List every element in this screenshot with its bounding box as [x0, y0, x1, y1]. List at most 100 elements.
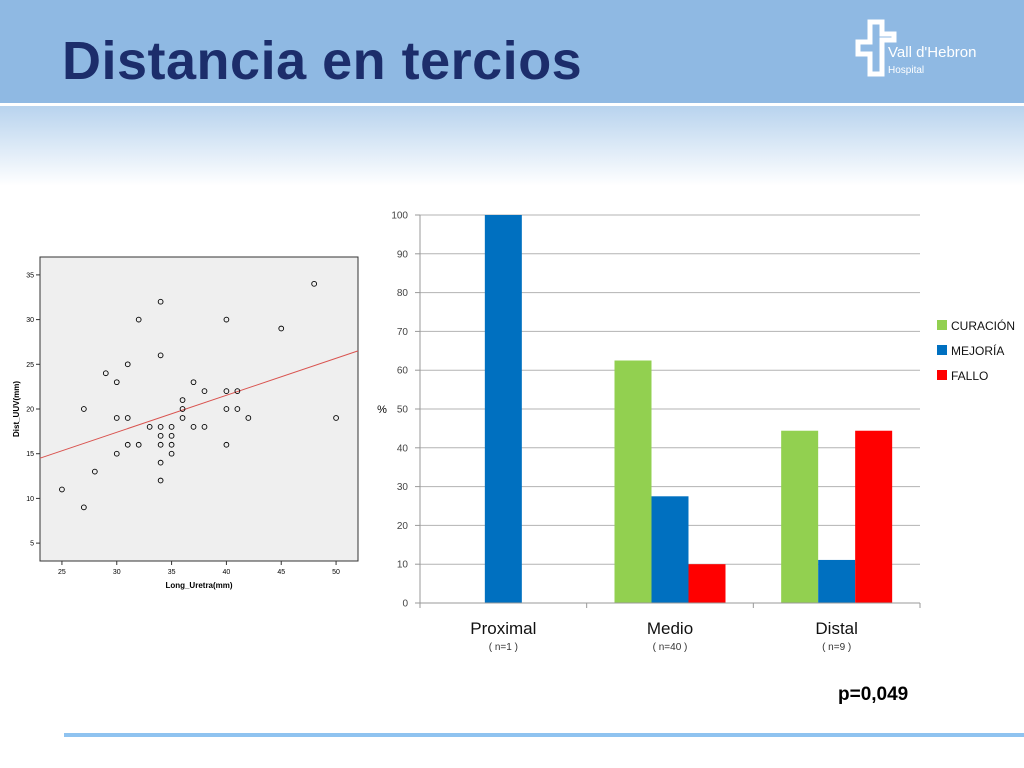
scatter-point [113, 415, 120, 421]
bar-category-label: Distal [815, 619, 858, 638]
scatter-point [223, 406, 230, 412]
slide-title: Distancia en tercios [62, 31, 583, 91]
header-gradient [0, 106, 1024, 186]
scatter-point [245, 415, 252, 421]
scatter-point [157, 298, 164, 305]
scatter-point [157, 441, 164, 448]
scatter-point [234, 388, 241, 394]
scatter-point [102, 370, 109, 377]
bar-y-tick-label: 50 [397, 405, 409, 416]
bar-category-label: Proximal [470, 619, 536, 638]
scatter-point [135, 441, 142, 448]
bar-y-tick-label: 0 [402, 599, 408, 610]
scatter-point [179, 406, 186, 412]
scatter-point [190, 424, 197, 430]
scatter-point [135, 316, 142, 323]
legend-swatch [937, 345, 947, 355]
scatter-point [157, 477, 164, 484]
bar-chart: 0 10 20 30 40 50 60 70 80 90 100 Proximal ( n=1 ) Med… [377, 211, 1015, 654]
scatter-point [168, 441, 175, 448]
scatter-point [157, 424, 164, 430]
bar-y-tick-label: 60 [397, 366, 409, 377]
scatter-point [278, 325, 285, 332]
scatter-point [311, 280, 317, 287]
scatter-x-tick-label: 50 [332, 569, 340, 576]
scatter-x-tick-label: 30 [113, 569, 121, 576]
scatter-point [201, 424, 208, 430]
scatter-point [190, 379, 197, 386]
scatter-x-tick-label: 40 [223, 569, 231, 576]
scatter-point [124, 361, 131, 368]
scatter-point [81, 504, 87, 511]
scatter-plot-area [39, 256, 359, 562]
bar-proximal-1 [484, 215, 522, 603]
bar-y-tick-label: 10 [397, 560, 409, 571]
scatter-point [157, 459, 164, 466]
scatter-point [59, 486, 65, 493]
bar-y-tick-label: 30 [397, 482, 409, 493]
scatter-point [168, 432, 175, 439]
scatter-y-tick-label: 35 [26, 272, 34, 279]
legend-swatch [937, 320, 947, 330]
scatter-point [124, 441, 131, 448]
scatter-point [168, 450, 175, 457]
scatter-point [146, 424, 153, 430]
scatter-point [179, 415, 186, 421]
bar-y-tick-label: 90 [397, 249, 409, 260]
bar-y-axis-label: % [377, 404, 387, 416]
bar-category-note: ( n=40 ) [653, 642, 688, 653]
scatter-y-tick-label: 10 [26, 496, 34, 503]
hospital-cross-logo-icon [855, 19, 897, 77]
bar-category-note: ( n=1 ) [489, 642, 518, 653]
bar-distal-0 [781, 430, 819, 603]
legend-swatch [937, 370, 947, 380]
legend-label: CURACIÓN [951, 318, 1015, 333]
scatter-y-axis-label: Dist_UUV(mm) [12, 381, 21, 437]
scatter-y-tick-label: 30 [26, 317, 34, 324]
scatter-point [223, 441, 230, 448]
header-divider [0, 103, 1024, 106]
footer-rule [64, 733, 1024, 737]
scatter-point [91, 468, 98, 475]
bar-y-tick-label: 70 [397, 327, 409, 338]
scatter-fit-line [39, 350, 359, 459]
scatter-point [157, 432, 164, 439]
bar-y-tick-label: 80 [397, 288, 409, 299]
p-value-label: p=0,049 [838, 684, 909, 705]
scatter-point [201, 388, 208, 394]
scatter-point [333, 415, 339, 421]
scatter-y-tick-label: 25 [26, 362, 34, 369]
scatter-point [223, 388, 230, 394]
bar-medio-0 [614, 360, 652, 603]
legend-label: FALLO [951, 369, 988, 383]
header-band [0, 0, 1024, 103]
bar-distal-1 [818, 559, 856, 603]
scatter-x-tick-label: 25 [58, 569, 66, 576]
legend-label: MEJORÍA [951, 343, 1004, 358]
scatter-point [113, 379, 120, 386]
scatter-point [234, 406, 241, 412]
scatter-x-tick-label: 45 [277, 569, 285, 576]
scatter-chart: 25 30 35 40 45 50 5 10 15 20 25 30 35 Long_Uretra(mm)… [12, 256, 359, 590]
logo-subtitle: Hospital [888, 65, 925, 76]
bar-distal-2 [855, 430, 893, 603]
scatter-point [223, 316, 230, 323]
scatter-point [168, 424, 175, 430]
scatter-x-tick-label: 35 [168, 569, 176, 576]
bar-y-tick-label: 40 [397, 443, 409, 454]
scatter-point [179, 397, 186, 403]
scatter-point [124, 415, 131, 421]
scatter-y-tick-label: 20 [26, 407, 34, 414]
scatter-x-axis-label: Long_Uretra(mm) [165, 581, 232, 590]
bar-y-tick-label: 100 [391, 211, 408, 222]
scatter-y-tick-label: 5 [30, 541, 34, 548]
scatter-point [113, 450, 120, 457]
bar-category-note: ( n=9 ) [822, 642, 851, 653]
scatter-y-tick-label: 15 [26, 451, 34, 458]
bar-medio-2 [688, 564, 726, 603]
bar-y-tick-label: 20 [397, 521, 409, 532]
bar-category-label: Medio [647, 619, 693, 638]
scatter-point [157, 352, 164, 359]
scatter-point [81, 406, 87, 412]
logo-name: Vall d'Hebron [888, 44, 977, 61]
